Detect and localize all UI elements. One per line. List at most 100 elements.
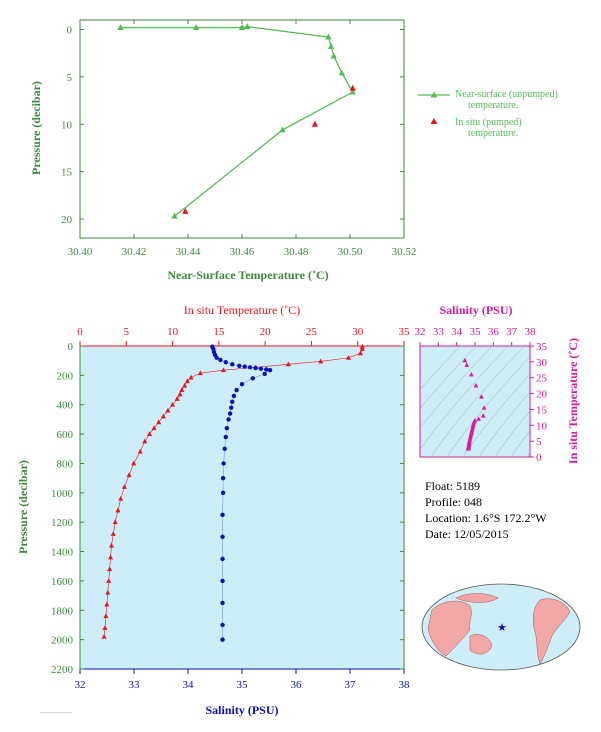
footer-credit: ———————— xyxy=(39,709,73,714)
chart3-top-tick-label: 32 xyxy=(415,326,426,338)
legend-label-pumped-2: temperature. xyxy=(468,128,518,139)
salinity-point xyxy=(242,364,247,369)
unpumped-temperature-point xyxy=(330,52,337,59)
chart1-x-tick-label: 30.42 xyxy=(122,246,147,258)
unpumped-temperature-point xyxy=(244,23,251,30)
pumped-temperature-point xyxy=(311,120,319,127)
temperature-point xyxy=(156,419,162,425)
unpumped-temperature-point xyxy=(117,24,124,31)
salinity-point xyxy=(234,387,239,393)
ts-point xyxy=(481,405,487,410)
temperature-point xyxy=(170,401,176,407)
chart2-top-label: In situ Temperature (˚C) xyxy=(184,303,301,317)
temperature-point xyxy=(102,625,108,630)
salinity-point xyxy=(230,399,235,404)
temperature-point xyxy=(188,374,194,380)
chart1-x-tick-label: 30.40 xyxy=(68,246,93,258)
density-contour-line xyxy=(420,346,477,409)
legend-label-unpumped-2: temperature. xyxy=(468,100,518,111)
legend-marker-pumped xyxy=(430,118,438,124)
ts-point xyxy=(479,394,484,399)
map-land-australia xyxy=(469,634,493,655)
salinity-point xyxy=(220,637,225,642)
density-contour-line xyxy=(478,391,530,457)
salinity-point xyxy=(239,381,245,387)
chart1-x-tick-label: 30.48 xyxy=(284,246,309,258)
salinity-point xyxy=(229,405,234,410)
density-contour-line xyxy=(420,346,509,450)
chart3-right-label: In situ Temperature (˚C) xyxy=(566,338,580,464)
temperature-point xyxy=(184,378,190,384)
temperature-point xyxy=(160,413,166,419)
temperature-point xyxy=(142,438,148,444)
chart1-plot-frame xyxy=(79,19,405,239)
temperature-point xyxy=(146,431,152,437)
chart3-right-tick-label: 20 xyxy=(536,389,548,401)
salinity-point xyxy=(231,393,237,399)
temperature-point xyxy=(220,367,227,373)
ts-point xyxy=(480,413,486,418)
temperature-point xyxy=(108,542,114,548)
temperature-point xyxy=(359,346,365,351)
unpumped-temperature-point xyxy=(238,24,246,31)
profile-number: Profile: 048 xyxy=(425,495,482,509)
chart2-ylabel: Pressure (decibar) xyxy=(16,460,30,554)
chart2-plot-background xyxy=(80,346,404,669)
pumped-temperature-point xyxy=(182,207,189,214)
salinity-point xyxy=(218,357,223,363)
temperature-point xyxy=(131,460,137,466)
unpumped-temperature-point xyxy=(338,69,346,76)
temperature-point xyxy=(115,507,121,513)
temperature-point xyxy=(110,531,116,536)
chart1-x-tick-label: 30.50 xyxy=(338,246,363,258)
chart2-data xyxy=(101,343,365,642)
temperature-point xyxy=(103,613,109,619)
chart2-top-tick-label: 20 xyxy=(260,326,272,338)
chart1-x-tick-label: 30.46 xyxy=(230,246,255,258)
salinity-point xyxy=(220,534,225,540)
temperature-point xyxy=(108,554,114,560)
temperature-point xyxy=(345,354,351,360)
salinity-point xyxy=(226,417,231,422)
chart2-y-tick-label: 2200 xyxy=(51,664,74,676)
chart2-bottom-tick-label: 34 xyxy=(183,679,195,691)
density-contour-line xyxy=(462,373,530,457)
chart1-x-axis: 30.40 30.42 30.44 30.46 30.48 30.50 30.52 xyxy=(68,20,416,258)
salinity-point xyxy=(227,411,233,416)
pumped-temperature-point xyxy=(349,84,356,91)
temperature-point xyxy=(357,350,364,356)
float-id: Float: 5189 xyxy=(425,479,481,493)
chart1-data xyxy=(117,23,356,219)
chart2-bottom-label: Salinity (PSU) xyxy=(205,703,278,717)
chart2-y-tick-label: 200 xyxy=(57,370,74,382)
salinity-point xyxy=(247,365,253,370)
salinity-point xyxy=(214,355,219,360)
temperature-point xyxy=(197,370,203,376)
chart2-y-tick-label: 600 xyxy=(57,429,74,441)
chart3-top-label: Salinity (PSU) xyxy=(439,303,512,317)
chart2-top-tick-label: 25 xyxy=(306,326,318,338)
chart2-top-tick-label: 15 xyxy=(213,326,225,338)
unpumped-temperature-point xyxy=(327,43,335,49)
chart1-xlabel: Near-Surface Temperature (˚C) xyxy=(167,268,328,282)
chart2-bottom-tick-label: 36 xyxy=(291,679,303,691)
chart1-ylabel: Pressure (decibar) xyxy=(29,81,43,175)
chart2-y-tick-label: 400 xyxy=(57,400,74,412)
density-contour-line xyxy=(510,430,530,457)
chart2-bottom-tick-label: 33 xyxy=(129,679,141,691)
density-contour-line xyxy=(526,451,530,457)
legend-label-pumped-1: In situ (pumped) xyxy=(455,117,522,128)
temperature-point xyxy=(106,578,112,583)
salinity-point xyxy=(220,578,225,584)
salinity-point xyxy=(262,371,267,377)
chart3-top-tick-label: 36 xyxy=(488,326,500,338)
float-location-star-icon: ★ xyxy=(497,622,507,634)
ts-point xyxy=(468,371,474,377)
chart1-y-tick-label: 15 xyxy=(61,167,73,179)
temperature-point xyxy=(104,601,110,607)
salinity-point xyxy=(223,359,228,365)
temperature-point xyxy=(174,396,180,401)
temperature-point xyxy=(285,361,291,367)
unpumped-temperature-point xyxy=(325,33,332,40)
